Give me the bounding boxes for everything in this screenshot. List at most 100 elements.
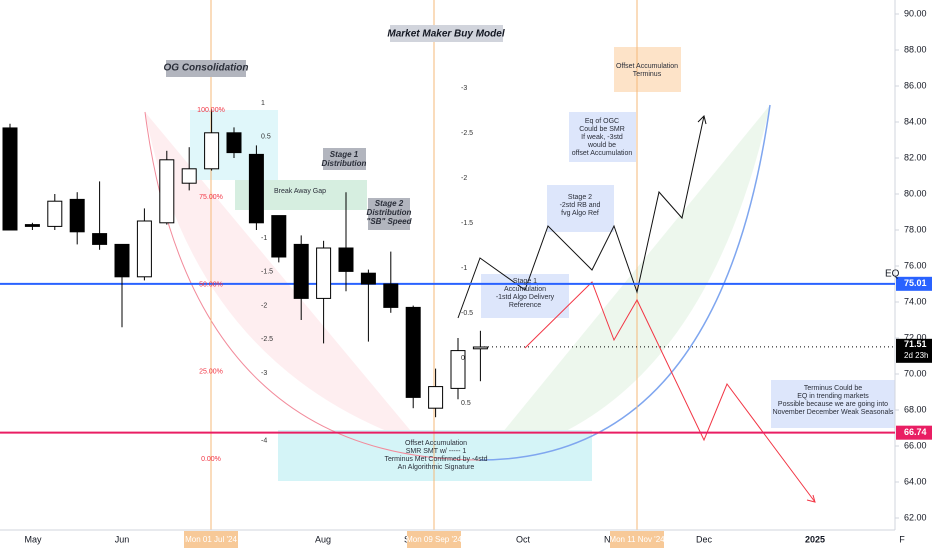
time-marker-label: Mon 09 Sep '24 <box>406 535 462 544</box>
std-label: -1 <box>461 265 467 272</box>
candle-body <box>69 198 85 233</box>
price-tag-label: 75.01 <box>904 278 927 288</box>
std-label: -4 <box>261 437 267 444</box>
annotation-text: Stage 1 <box>513 278 537 285</box>
candle-body <box>181 168 197 184</box>
time-marker-label: Mon 01 Jul '24 <box>185 535 237 544</box>
candle-body <box>383 283 399 308</box>
projection-path <box>524 281 816 503</box>
stage1-box <box>481 274 569 318</box>
annotation-text: Could be SMR <box>579 126 625 133</box>
std-label: 0.5 <box>261 134 271 141</box>
x-tick-label: Aug <box>315 534 331 544</box>
annotation-box <box>323 148 366 170</box>
annotation-text: EQ in trending markets <box>797 393 869 400</box>
std-label: -1.5 <box>261 269 273 276</box>
annotation-text: -2std RB and <box>560 202 601 209</box>
x-tick-label: 2025 <box>805 534 825 544</box>
y-tick-label: 90.00 <box>904 8 927 18</box>
candle-body <box>24 224 40 227</box>
candle-body <box>271 215 287 258</box>
level-name: EQ <box>885 268 900 279</box>
y-tick-label: 78.00 <box>904 224 927 234</box>
annotation-text: Accumulation <box>504 286 546 293</box>
std-label: -0.5 <box>461 310 473 317</box>
y-tick-label: 66.00 <box>904 440 927 450</box>
candle-body <box>405 306 421 398</box>
candle-body <box>293 243 309 299</box>
candle-body <box>2 127 18 231</box>
candle-body <box>316 247 332 299</box>
x-tick-label: Oct <box>516 534 531 544</box>
annotation-text: Distribution <box>322 159 367 168</box>
std-label: 1 <box>261 100 265 107</box>
y-tick-label: 76.00 <box>904 260 927 270</box>
annotation-text: fvg Algo Ref <box>561 210 599 217</box>
y-tick-label: 62.00 <box>904 512 927 522</box>
candle-body <box>114 243 130 278</box>
title-box <box>390 25 503 42</box>
annotation-text: November December Weak Seasonals <box>773 409 894 416</box>
candle-body <box>136 220 152 278</box>
annotation-text: -1std Algo Delivery <box>496 294 555 301</box>
fib-label: 50.00% <box>199 281 223 288</box>
candle-body <box>204 132 220 170</box>
accumulation-region <box>480 105 770 460</box>
candle-body <box>226 132 242 154</box>
price-tag-label: 71.51 <box>904 339 927 349</box>
x-tick-label: Jun <box>115 534 130 544</box>
annotation-text: offset Accumulation <box>572 150 633 157</box>
stage2-box <box>547 185 614 232</box>
price-tag-label: 66.74 <box>904 427 927 437</box>
annotation-text: Stage 2 <box>375 199 404 208</box>
annotation-text: Terminus Met Confirmed by -4std <box>384 456 487 463</box>
eq-ogc-box <box>569 112 636 162</box>
y-tick-label: 68.00 <box>904 404 927 414</box>
std-label: 0.5 <box>461 400 471 407</box>
time-marker-box <box>610 531 664 548</box>
y-tick-label: 70.00 <box>904 368 927 378</box>
annotation-text: An Algorithmic Signature <box>398 464 475 471</box>
price-tag <box>896 338 932 363</box>
candle-body <box>248 153 264 224</box>
y-tick-label: 72.00 <box>904 332 927 342</box>
annotation-text: Possible because we are going into <box>778 401 888 408</box>
price-tag <box>896 425 932 440</box>
candle-body <box>428 386 444 409</box>
std-label: -2 <box>261 302 267 309</box>
candle-body <box>92 233 108 245</box>
annotation-text: Offset Accumulation <box>616 63 678 70</box>
y-tick-label: 86.00 <box>904 80 927 90</box>
offset-box <box>278 430 592 481</box>
annotation-text: Break Away Gap <box>274 188 326 195</box>
candle-body <box>360 272 376 285</box>
y-tick-label: 80.00 <box>904 188 927 198</box>
annotation-text: "SB" Speed <box>367 217 413 226</box>
arc <box>479 104 771 461</box>
y-tick-label: 74.00 <box>904 296 927 306</box>
y-tick-label: 84.00 <box>904 116 927 126</box>
fib-label: 75.00% <box>199 194 223 201</box>
terminus-box <box>614 47 681 92</box>
candle-body <box>159 159 175 224</box>
arrow-head <box>806 494 816 503</box>
annotation-text: If weak, -3std <box>581 134 623 141</box>
projection-path <box>457 115 705 319</box>
std-label: -3 <box>261 370 267 377</box>
std-label: -1 <box>261 235 267 242</box>
time-marker-box <box>407 531 461 548</box>
annotation-text: Terminus Could be <box>804 385 862 392</box>
countdown: 2d 23h <box>904 351 928 360</box>
annotation-text: Terminus <box>633 71 662 78</box>
x-tick-label: F <box>899 534 905 544</box>
annotation-text: Reference <box>509 302 541 309</box>
chart-title: Market Maker Buy Model <box>387 29 504 40</box>
y-tick-label: 64.00 <box>904 476 927 486</box>
time-marker-label: Mon 11 Nov '24 <box>609 535 665 544</box>
annotation-text: OG Consolidation <box>164 63 249 74</box>
candle-body <box>47 200 63 227</box>
annotation-text: would be <box>587 142 616 149</box>
y-tick-label: 88.00 <box>904 44 927 54</box>
std-label: -1.5 <box>461 220 473 227</box>
